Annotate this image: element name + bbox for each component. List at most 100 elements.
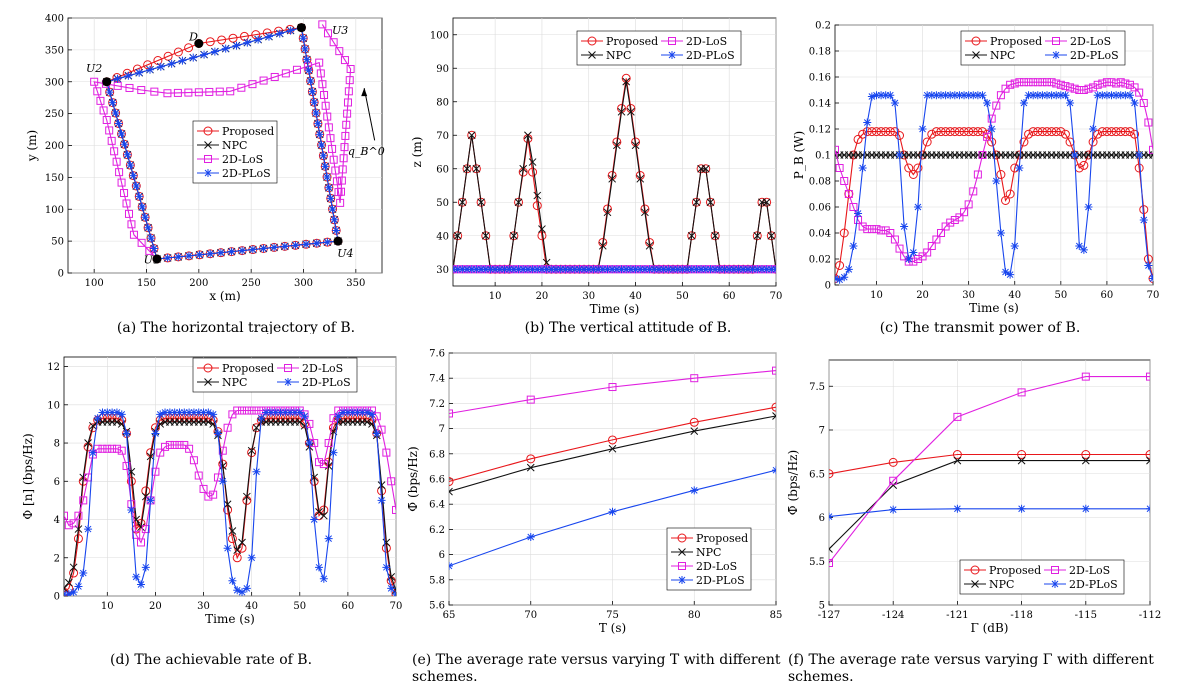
series-point-los (973, 170, 982, 179)
x-tick-label: 20 (916, 290, 929, 301)
series-point-plos (124, 71, 133, 80)
series-point-plos (711, 265, 720, 274)
series-point-plos (315, 130, 324, 139)
series-point-plos (690, 486, 699, 495)
series-point-los (1079, 86, 1088, 94)
legend-marker-los (1052, 37, 1060, 45)
series-point-plos (145, 65, 154, 74)
series-point-npc (953, 456, 962, 465)
series-point-plos (147, 234, 156, 243)
series-point-los (156, 448, 165, 457)
series-point-npc (687, 231, 696, 240)
series-point-plos (275, 29, 284, 38)
series-point-plos (1029, 91, 1038, 100)
series-point-los (108, 444, 117, 453)
series-point-npc (242, 492, 251, 501)
series-layer (64, 406, 396, 596)
series-point-proposed (1042, 127, 1052, 137)
series-point-plos (363, 408, 372, 417)
series-point-los (955, 213, 964, 222)
legend-marker-npc (588, 51, 596, 59)
series-point-los (315, 58, 324, 67)
series-point-plos (254, 35, 263, 44)
y-tick-label: 200 (45, 141, 64, 152)
series-point-proposed (931, 127, 941, 137)
series-point-proposed (1120, 127, 1130, 137)
series-point-plos (941, 91, 950, 100)
series-point-npc (753, 231, 762, 240)
series-point-los (334, 188, 343, 197)
x-tick-label: 75 (606, 610, 619, 621)
series-point-plos (725, 265, 734, 274)
series-point-plos (185, 408, 194, 417)
series-point-los (1112, 79, 1121, 88)
series-point-plos (308, 87, 317, 96)
series-point-plos (377, 496, 386, 505)
series-point-npc (645, 241, 654, 250)
series-line-proposed (829, 453, 1150, 475)
series-point-proposed (1001, 196, 1011, 205)
y-axis-label: P_B (W) (792, 131, 806, 179)
series-point-npc (228, 527, 237, 535)
series-point-proposed (217, 35, 227, 45)
series-point-plos (987, 125, 996, 133)
series-point-los (608, 383, 617, 392)
series-point-los (835, 145, 839, 154)
series-point-plos (135, 68, 144, 77)
legend-label-npc: NPC (222, 376, 247, 389)
legend-marker-los (204, 155, 212, 163)
series-point-npc (453, 231, 462, 240)
series-point-proposed (952, 450, 962, 459)
series-layer (90, 20, 355, 264)
series-point-plos (189, 408, 198, 417)
legend-marker-plos (284, 378, 292, 386)
series-point-los (105, 126, 114, 135)
series-point-plos (467, 265, 476, 274)
series-point-plos (477, 265, 486, 274)
y-tick-label: 0 (58, 269, 64, 280)
series-point-proposed (977, 127, 987, 137)
series-point-los (124, 209, 133, 218)
series-point-plos (858, 164, 867, 172)
series-point-los (337, 176, 346, 185)
series-point-plos (1017, 504, 1026, 513)
series-point-los (1056, 80, 1065, 89)
series-point-plos (904, 255, 913, 263)
series-point-plos (242, 584, 251, 593)
y-tick-label: 8 (54, 439, 60, 450)
series-point-plos (835, 275, 844, 284)
series-point-plos (372, 429, 381, 438)
series-point-plos (542, 265, 551, 274)
series-point-los (122, 199, 131, 208)
series-point-proposed (1079, 160, 1089, 170)
y-axis-label: Φ̄ (bps/Hz) (786, 450, 800, 515)
legend-marker-plos (678, 576, 686, 584)
series-point-los (1107, 78, 1116, 87)
series-point-plos (533, 265, 542, 274)
series-point-plos (519, 265, 528, 274)
series-point-los (913, 255, 922, 263)
x-axis-label: Γ (dB) (970, 621, 1008, 635)
series-point-npc (89, 421, 97, 430)
series-point-proposed (1005, 189, 1015, 199)
y-axis-label: Φ [n] (bps/Hz) (21, 433, 35, 519)
series-layer (453, 73, 776, 274)
series-point-plos (608, 265, 617, 274)
series-point-plos (264, 32, 273, 41)
series-point-los (99, 106, 108, 115)
x-tick-label: 60 (723, 291, 736, 302)
series-point-proposed (251, 30, 261, 40)
x-axis-label: x (m) (209, 289, 240, 303)
series-point-plos (1093, 91, 1102, 100)
series-point-plos (317, 141, 326, 150)
y-tick-label: 40 (436, 231, 449, 242)
series-point-los (1084, 84, 1093, 93)
series-point-plos (472, 265, 481, 274)
legend-box (576, 30, 742, 66)
series-point-plos (295, 408, 304, 417)
series-point-los (932, 235, 941, 244)
series-point-plos (122, 429, 131, 438)
series-point-los (1121, 79, 1130, 88)
x-tick-label: 50 (676, 291, 689, 302)
legend-marker-proposed (203, 126, 213, 136)
